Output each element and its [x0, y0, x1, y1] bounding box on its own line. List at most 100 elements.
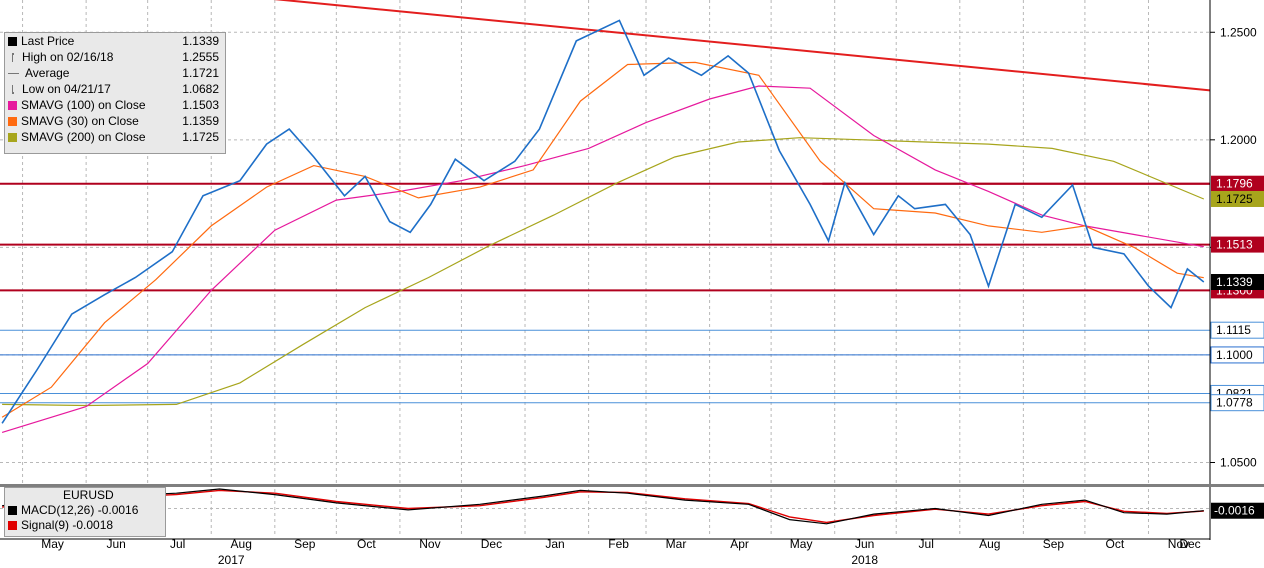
x-tick-label: Dec [481, 537, 502, 551]
x-tick-label: Nov [419, 537, 440, 551]
x-axis: May Jun Jul Aug Sep Oct Nov Dec Jan Feb Mar Apr May J… [0, 484, 1264, 567]
macd-panel: -0.0016 [0, 488, 1264, 525]
panel-divider [0, 484, 1264, 487]
legend-value: 1.0682 [182, 82, 219, 96]
trend-line [273, 0, 1211, 92]
low-marker-icon [12, 84, 14, 94]
chart-grid [0, 0, 1211, 536]
legend-value: -0.0016 [97, 503, 139, 517]
x-tick-label: Dec [1179, 537, 1200, 551]
year-label: 2018 [851, 553, 878, 567]
legend-label: High on 02/16/18 [22, 50, 114, 64]
x-tick-label: Sep [294, 537, 316, 551]
legend-value: 1.1503 [182, 98, 219, 112]
sma-100-line [1, 85, 1204, 433]
legend-swatch-icon [8, 100, 17, 110]
legend-item-last-price[interactable]: Last Price 1.1339 [5, 33, 225, 49]
price-tag-box [1210, 346, 1264, 364]
price-tag-box [1211, 175, 1264, 192]
y-tick-label: 1.2000 [1220, 133, 1257, 147]
x-tick-label: May [41, 537, 64, 551]
x-tick-label: Jul [170, 537, 185, 551]
price-tag-box [1211, 236, 1264, 253]
x-tick-label: Aug [979, 537, 1000, 551]
macd-tag-label: -0.0016 [1214, 504, 1255, 518]
legend-value: 1.2555 [182, 50, 219, 64]
year-label: 2017 [218, 553, 245, 567]
legend-item-high[interactable]: High on 02/16/18 1.2555 [5, 49, 225, 65]
x-tick-label: Nov [1168, 537, 1189, 551]
price-tag-box [1211, 190, 1264, 207]
legend-value: 1.1725 [182, 130, 219, 144]
series-price-tag: 1.1725 [1211, 190, 1264, 207]
legend-value: 1.1339 [182, 34, 219, 48]
price-tag-box [1211, 274, 1264, 291]
legend-label: SMAVG (100) on Close [21, 98, 146, 112]
legend-label: Average [25, 66, 70, 80]
price-tag-box [1210, 394, 1264, 412]
x-tick-label: Oct [357, 537, 376, 551]
price-tag-box [1210, 321, 1264, 339]
legend-item-smavg-30[interactable]: SMAVG (30) on Close 1.1359 [5, 113, 225, 129]
macd-tag-box [1211, 502, 1264, 519]
legend-item-macd[interactable]: MACD(12,26) -0.0016 [5, 503, 165, 518]
x-tick-label: Mar [666, 537, 687, 551]
level-price-tag: 1.1115 [1210, 321, 1264, 339]
average-marker-icon [8, 72, 19, 74]
x-tick-label: Aug [231, 537, 252, 551]
legend-swatch-icon [8, 36, 17, 46]
level-price-tag: 1.1796 [1211, 175, 1264, 192]
price-tag-label: 1.1513 [1216, 238, 1253, 252]
x-tick-label: May [790, 537, 813, 551]
sma-30-line [1, 61, 1204, 418]
legend-item-signal[interactable]: Signal(9) -0.0018 [5, 518, 165, 533]
price-tag-label: 1.1725 [1216, 192, 1253, 206]
price-tags: 1.17961.15131.13001.11151.10001.08211.07… [1210, 175, 1264, 412]
legend-label: SMAVG (30) on Close [21, 114, 139, 128]
macd-legend: EURUSD MACD(12,26) -0.0016 Signal(9) -0.… [4, 487, 166, 537]
price-tag-label: 1.1796 [1216, 177, 1253, 191]
y-tick-label: 1.0500 [1220, 455, 1257, 469]
y-tick-label: 1.2500 [1220, 25, 1257, 39]
macd-signal-line [2, 489, 1204, 524]
x-tick-label: Jul [919, 537, 934, 551]
x-tick-label: Sep [1043, 537, 1065, 551]
legend-item-average[interactable]: Average 1.1721 [5, 65, 225, 81]
chart-series [1, 0, 1211, 433]
price-tag-label: 1.1339 [1216, 275, 1253, 289]
level-price-tag: 1.1513 [1211, 236, 1264, 253]
x-tick-label: Oct [1106, 537, 1125, 551]
macd-ticker-label: EURUSD [63, 488, 114, 502]
legend-swatch-icon [8, 132, 17, 142]
x-tick-label: Jun [855, 537, 874, 551]
legend-item-smavg-200[interactable]: SMAVG (200) on Close 1.1725 [5, 129, 225, 145]
legend-label: SMAVG (200) on Close [21, 130, 146, 144]
legend-label: Signal(9) [21, 518, 70, 532]
x-tick-label: Jun [106, 537, 125, 551]
legend-label: Low on 04/21/17 [22, 82, 111, 96]
legend-value: 1.1721 [182, 66, 219, 80]
x-tick-label: Apr [730, 537, 749, 551]
sma-200-line [2, 137, 1205, 407]
chart-legend: Last Price 1.1339 High on 02/16/18 1.255… [4, 32, 226, 154]
x-tick-label: Jan [545, 537, 564, 551]
horizontal-levels [0, 182, 1210, 404]
legend-item-low[interactable]: Low on 04/21/17 1.0682 [5, 81, 225, 97]
x-tick-label: Feb [608, 537, 629, 551]
series-price-tag: 1.1339 [1211, 274, 1264, 291]
legend-value: -0.0018 [72, 518, 114, 532]
high-marker-icon [12, 52, 14, 62]
legend-label: MACD(12,26) [21, 503, 95, 517]
legend-label: Last Price [21, 34, 75, 48]
legend-swatch-icon [8, 521, 17, 530]
macd-line [2, 488, 1204, 525]
level-price-tag: 1.1000 [1210, 346, 1264, 364]
legend-swatch-icon [8, 506, 17, 515]
legend-value: 1.1359 [182, 114, 219, 128]
level-price-tag: 1.0778 [1210, 394, 1264, 412]
price-tag-label: 1.1000 [1216, 348, 1253, 362]
price-tag-label: 1.1115 [1216, 323, 1251, 337]
legend-item-smavg-100[interactable]: SMAVG (100) on Close 1.1503 [5, 97, 225, 113]
